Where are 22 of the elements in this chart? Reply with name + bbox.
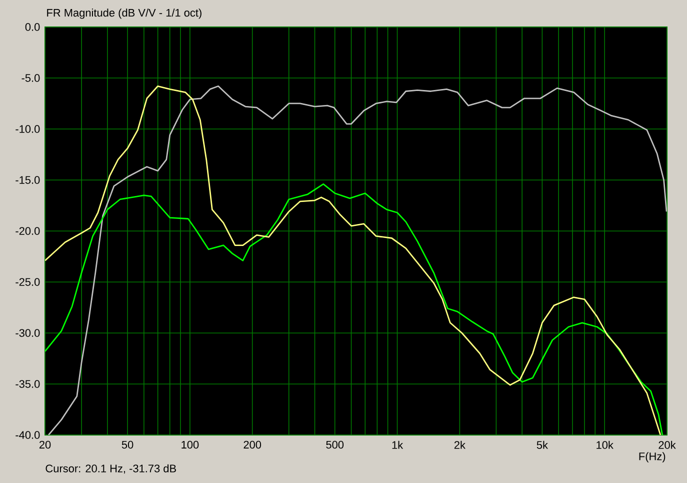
x-tick-label: 1k	[392, 440, 404, 449]
y-tick-label: -30.0	[16, 329, 40, 337]
x-tick-label: 100	[182, 440, 199, 449]
chart-title: FR Magnitude (dB V/V - 1/1 oct)	[47, 8, 202, 19]
x-tick-label: 200	[244, 440, 262, 449]
y-tick-label: -25.0	[16, 278, 40, 286]
x-tick-label: 2k	[454, 440, 466, 449]
text: Cursor: 20.1 Hz, -31.73 dB	[46, 464, 176, 474]
y-tick-label: -40.0	[16, 431, 40, 439]
y-tick-label: -15.0	[16, 176, 40, 184]
x-tick-label: 20k	[658, 440, 676, 449]
y-tick-label: -35.0	[16, 380, 40, 388]
x-tick-label: 50	[122, 440, 134, 449]
x-tick-label: 10k	[596, 440, 614, 449]
y-tick-label: 0.0	[25, 23, 40, 31]
y-tick-label: -5.0	[22, 74, 40, 82]
y-tick-label: -10.0	[16, 125, 40, 133]
x-tick-label: 20	[39, 440, 51, 449]
x-tick-label: 500	[326, 440, 344, 449]
x-tick-label: 5k	[536, 440, 548, 449]
y-tick-label: -20.0	[16, 227, 40, 235]
x-axis-title: F(Hz)	[639, 452, 666, 462]
